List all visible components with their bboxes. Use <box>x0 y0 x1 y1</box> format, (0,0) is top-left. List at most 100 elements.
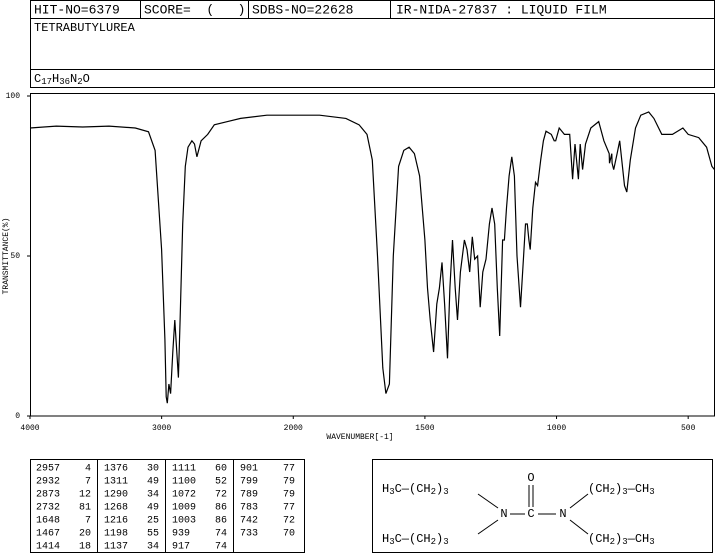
peak-wavenumber: 1009 <box>172 503 196 514</box>
text-segment: —CH <box>627 482 650 496</box>
peak-wavenumber: 799 <box>240 477 258 488</box>
x-axis-label: WAVENUMBER[-1] <box>326 433 393 442</box>
text-segment: ) <box>615 482 622 496</box>
x-tick-label: 3000 <box>152 424 171 433</box>
peak-wavenumber: 2873 <box>36 490 60 501</box>
peak-transmittance: 18 <box>79 542 91 553</box>
peak-transmittance: 49 <box>147 503 159 514</box>
peak-transmittance: 77 <box>283 464 295 475</box>
text-segment: ) <box>436 532 443 546</box>
subscript: 3 <box>622 537 627 547</box>
structure-bonds <box>477 485 589 535</box>
text-segment: C <box>34 72 41 86</box>
subscript: 3 <box>389 487 394 497</box>
subscript: 3 <box>389 537 394 547</box>
peak-wavenumber: 2732 <box>36 503 60 514</box>
peak-wavenumber: 917 <box>172 542 190 553</box>
y-tick-label: 50 <box>10 252 20 261</box>
peak-wavenumber: 1111 <box>172 464 196 475</box>
text-segment: (CH <box>588 532 610 546</box>
peak-wavenumber: 939 <box>172 529 190 540</box>
peak-transmittance: 34 <box>147 490 159 501</box>
peak-transmittance: 81 <box>79 503 91 514</box>
text-segment: ) <box>615 532 622 546</box>
peak-transmittance: 86 <box>215 516 227 527</box>
peak-transmittance: 79 <box>283 490 295 501</box>
text-segment: C—(CH <box>395 532 431 546</box>
text-segment: O <box>83 72 90 86</box>
bond <box>569 493 589 509</box>
peak-table-box <box>30 459 305 553</box>
x-tick-label: 1000 <box>547 424 566 433</box>
subscript: 36 <box>59 77 70 87</box>
text-segment: (CH <box>588 482 610 496</box>
text-segment: H <box>52 72 59 86</box>
subscript: 2 <box>77 77 82 87</box>
bond <box>569 519 589 535</box>
peak-wavenumber: 1072 <box>172 490 196 501</box>
atom: N <box>500 507 507 521</box>
peak-table-frame <box>30 459 305 553</box>
sdbs-number: SDBS-NO=22628 <box>252 2 353 17</box>
subscript: 3 <box>443 487 448 497</box>
substituent: (CH2)3—CH3 <box>588 482 655 497</box>
peak-transmittance: 25 <box>147 516 159 527</box>
peak-transmittance: 79 <box>283 477 295 488</box>
header-box <box>30 0 715 88</box>
peak-transmittance: 72 <box>215 490 227 501</box>
plot: 0 50 100 4000 3000 2000 1500 1000 500 <box>6 92 715 433</box>
peak-wavenumber: 1467 <box>36 529 60 540</box>
substituent: H3C—(CH2)3 <box>382 532 449 547</box>
subscript: 2 <box>431 487 436 497</box>
text-segment: —CH <box>627 532 650 546</box>
peak-wavenumber: 1100 <box>172 477 196 488</box>
peak-transmittance: 74 <box>215 529 227 540</box>
peak-transmittance: 86 <box>215 503 227 514</box>
peak-transmittance: 70 <box>283 529 295 540</box>
peak-wavenumber: 1216 <box>104 516 128 527</box>
peak-transmittance: 30 <box>147 464 159 475</box>
header-frame <box>30 0 715 88</box>
peak-table: 2957 4 2932 7 2873 12 2732 81 1648 7 1467 20 1414 18 1… <box>36 464 295 553</box>
peak-wavenumber: 901 <box>240 464 258 475</box>
substituent: H3C—(CH2)3 <box>382 482 449 497</box>
peak-transmittance: 7 <box>85 477 91 488</box>
subscript: 2 <box>431 537 436 547</box>
peak-transmittance: 60 <box>215 464 227 475</box>
peak-wavenumber: 742 <box>240 516 258 527</box>
y-tick-label: 0 <box>15 412 20 421</box>
bond <box>477 519 499 535</box>
subscript: 3 <box>443 537 448 547</box>
peak-wavenumber: 2957 <box>36 464 60 475</box>
plot-frame <box>30 93 715 417</box>
hit-number: HIT-NO=6379 <box>34 2 120 17</box>
y-tick-label: 100 <box>6 92 21 101</box>
structure: H3C—(CH2)3H3C—(CH2)3(CH2)3—CH3(CH2)3—CH3… <box>382 471 655 547</box>
bond <box>477 493 499 509</box>
atom: O <box>527 471 534 485</box>
peak-transmittance: 55 <box>147 529 159 540</box>
x-tick-label: 500 <box>681 424 696 433</box>
text-segment: C—(CH <box>395 482 431 496</box>
peak-wavenumber: 783 <box>240 503 258 514</box>
atom: C <box>527 507 534 521</box>
method: IR-NIDA-27837 : LIQUID FILM <box>396 2 607 17</box>
peak-wavenumber: 1003 <box>172 516 196 527</box>
peak-wavenumber: 1648 <box>36 516 60 527</box>
peak-wavenumber: 2932 <box>36 477 60 488</box>
peak-transmittance: 72 <box>283 516 295 527</box>
x-tick-label: 4000 <box>20 424 39 433</box>
peak-transmittance: 74 <box>215 542 227 553</box>
peak-wavenumber: 789 <box>240 490 258 501</box>
peak-transmittance: 77 <box>283 503 295 514</box>
peak-wavenumber: 1290 <box>104 490 128 501</box>
formula: C17H36N2O <box>34 72 90 87</box>
text-segment: H <box>382 482 389 496</box>
subscript: 3 <box>649 537 654 547</box>
peak-transmittance: 49 <box>147 477 159 488</box>
peak-wavenumber: 1414 <box>36 542 60 553</box>
peak-transmittance: 20 <box>79 529 91 540</box>
x-tick-label: 1500 <box>415 424 434 433</box>
peak-wavenumber: 733 <box>240 529 258 540</box>
